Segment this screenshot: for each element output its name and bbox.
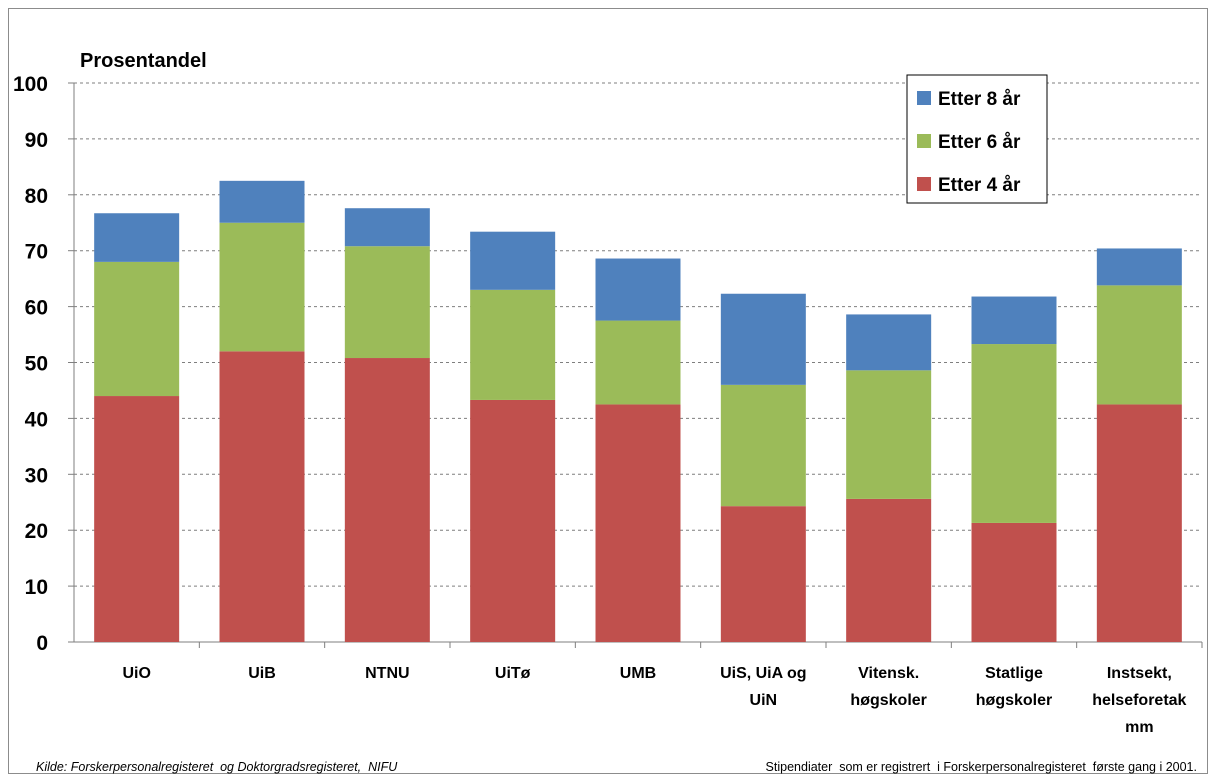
bar-segment [219,180,305,223]
bar-segment [846,370,932,499]
bar-segment [1096,248,1182,286]
bar-segment [470,289,556,400]
bar-segment [720,506,806,642]
bar-segment [595,404,681,642]
legend-swatch [917,91,931,105]
bar-segment [971,522,1057,642]
x-tick-label: Vitensk. [858,665,919,682]
bar-segment [595,320,681,405]
bar-segment [470,399,556,642]
x-tick-label: Instsekt, [1107,665,1172,682]
x-tick-label: mm [1125,719,1153,736]
bar-segment [971,296,1057,345]
legend-swatch [917,177,931,191]
bar-segment [219,222,305,352]
bar-segment [94,213,180,262]
bar-segment [94,396,180,642]
legend-entry: Etter 6 år [938,132,1021,153]
bar-segment [846,498,932,642]
y-tick-label: 40 [25,408,48,431]
legend-swatch [917,134,931,148]
x-tick-label: UiO [122,665,150,682]
y-tick-label: 0 [36,632,48,655]
legend-entry: Etter 4 år [938,175,1021,196]
bar-segment [846,314,932,371]
x-tick-label: NTNU [365,665,409,682]
bar-segment [470,231,556,290]
bar-segment [720,293,806,385]
bar-segment [94,261,180,397]
y-tick-label: 100 [13,73,48,96]
y-tick-label: 70 [25,241,48,264]
y-tick-label: 80 [25,185,48,208]
x-tick-label: høgskoler [850,692,926,709]
bar-segment [344,358,430,642]
y-tick-label: 50 [25,353,48,376]
y-tick-label: 20 [25,520,48,543]
bar-segment [1096,285,1182,405]
x-tick-label: Statlige [985,665,1043,682]
y-tick-label: 10 [25,576,48,599]
y-tick-label: 30 [25,464,48,487]
registry-note: Stipendiater som er registrert i Forsker… [765,760,1197,774]
x-tick-label: UiTø [495,665,531,682]
x-tick-label: helseforetak [1092,692,1186,709]
bar-segment [219,351,305,642]
bar-segment [344,246,430,359]
y-tick-label: 90 [25,129,48,152]
x-tick-label: UMB [620,665,656,682]
y-axis-label: Prosentandel [80,50,207,72]
bar-segment [971,344,1057,523]
y-tick-label: 60 [25,297,48,320]
x-tick-label: UiB [248,665,276,682]
bar-segment [595,258,681,321]
x-tick-label: UiS, UiA og [720,665,807,682]
x-tick-label: UiN [750,692,778,709]
legend-entry: Etter 8 år [938,89,1021,110]
bar-segment [344,208,430,247]
x-tick-label: høgskoler [976,692,1052,709]
bar-segment [1096,404,1182,642]
bar-segment [720,384,806,507]
source-note: Kilde: Forskerpersonalregisteret og Dokt… [36,760,398,774]
